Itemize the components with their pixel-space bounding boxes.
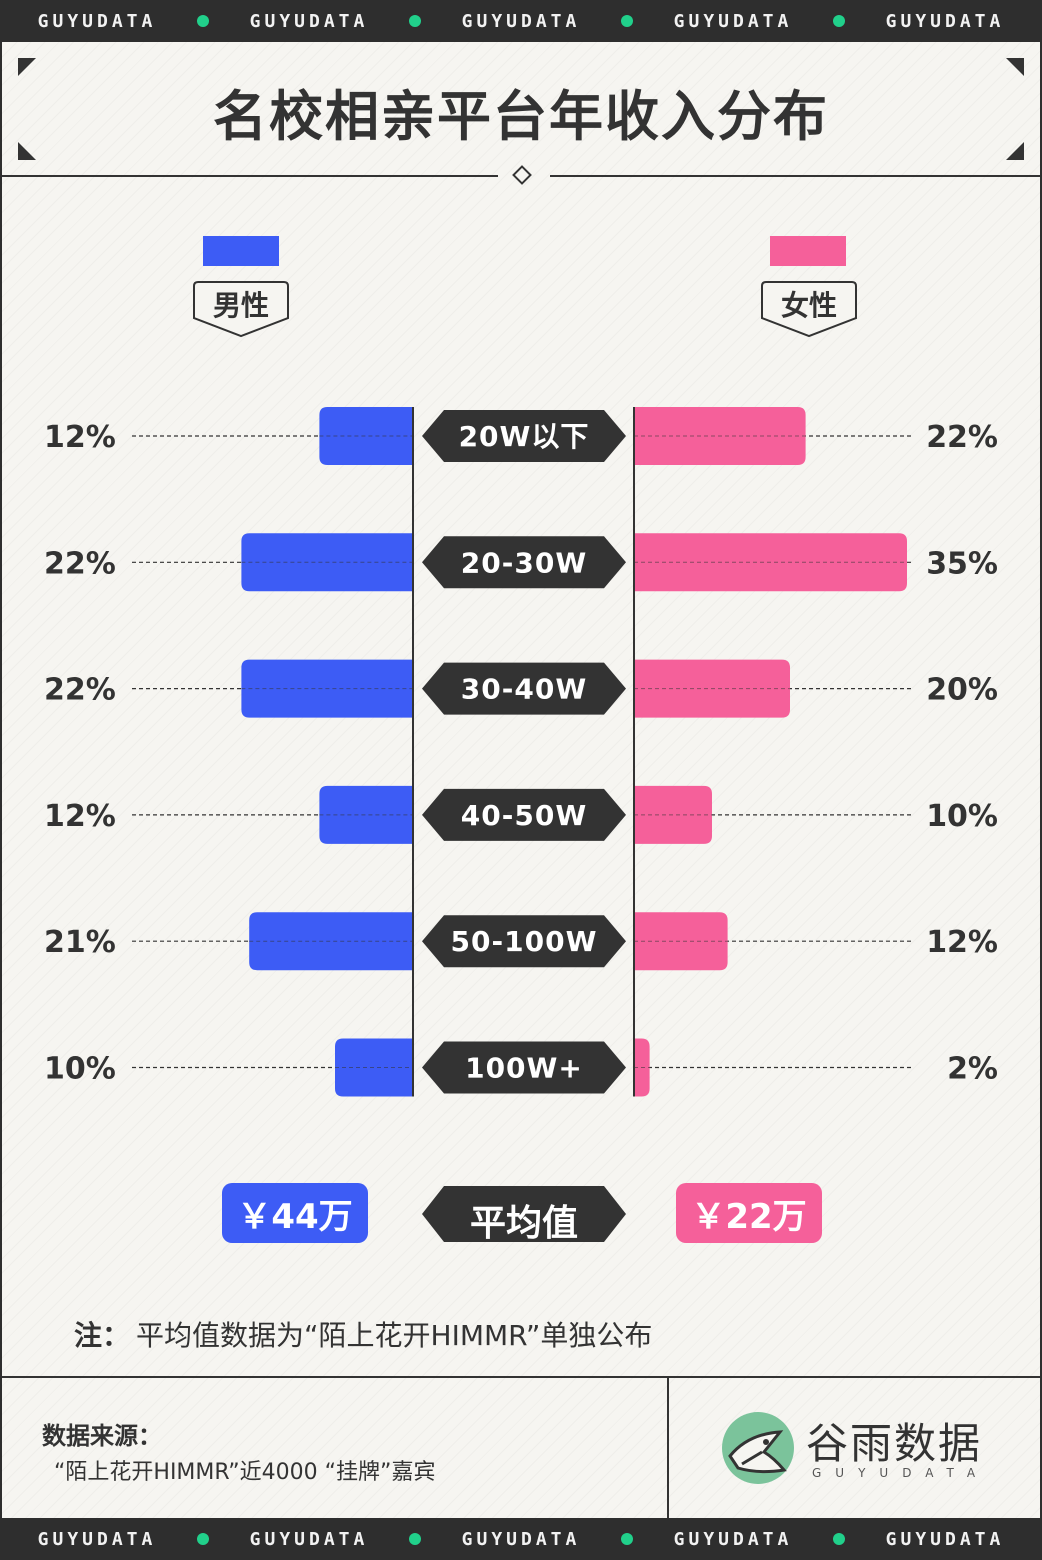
legend-female-label: 女性 (780, 289, 837, 322)
corner-mark (1006, 142, 1024, 160)
band-dot (833, 1533, 845, 1545)
logo-subtitle: GUYUDATA (812, 1466, 990, 1480)
average-label-tag: 平均值 (422, 1186, 626, 1244)
male-bar (319, 407, 413, 465)
male-percent-label: 22% (44, 546, 116, 581)
band-word: GUYUDATA (673, 1528, 793, 1550)
legend-female-swatch (770, 236, 846, 266)
butterfly-bar-chart: 20W以下 12% 22% 20-30W 22% 35% 30-40W 22% 20% 40-50… (44, 407, 998, 1097)
footnote-prefix: 注： (74, 1319, 131, 1352)
legend-male-swatch (203, 236, 279, 266)
band-word: GUYUDATA (461, 1528, 581, 1550)
category-label: 30-40W (461, 673, 587, 706)
female-percent-label: 22% (926, 420, 998, 455)
male-percent-label: 10% (44, 1052, 116, 1087)
legend-female-tag: 女性 (760, 278, 858, 338)
male-bar (319, 785, 413, 844)
band-dot (621, 1533, 633, 1545)
footnote: 注： 平均值数据为“陌上花开HIMMR”单独公布 (74, 1314, 652, 1354)
page-title: 名校相亲平台年收入分布 (213, 85, 829, 148)
corner-mark (1006, 58, 1024, 76)
footer-divider (2, 1376, 1040, 1378)
category-label-tag (422, 410, 626, 462)
band-word: GUYUDATA (885, 10, 1005, 32)
category-label-tag (422, 536, 626, 589)
male-percent-label: 12% (44, 799, 116, 834)
band-dot (197, 15, 209, 27)
female-percent-label: 10% (926, 799, 998, 834)
guyu-logo-icon (722, 1412, 794, 1484)
corner-mark (18, 142, 36, 160)
male-percent-label: 12% (44, 420, 116, 455)
band-word: GUYUDATA (249, 10, 369, 32)
bottom-brand-band: GUYUDATA GUYUDATA GUYUDATA GUYUDATA GUYU… (0, 1518, 1042, 1560)
band-word: GUYUDATA (37, 1528, 157, 1550)
male-percent-label: 22% (44, 673, 116, 708)
band-dot (833, 15, 845, 27)
band-dot (409, 1533, 421, 1545)
average-label: 平均值 (469, 1203, 578, 1244)
female-percent-label: 12% (926, 925, 998, 960)
male-bar (249, 912, 413, 971)
band-word: GUYUDATA (37, 10, 157, 32)
title-divider (2, 175, 498, 177)
category-label-tag (422, 915, 626, 968)
male-average-value: ￥44万 (222, 1183, 368, 1243)
band-word: GUYUDATA (249, 1528, 369, 1550)
legend-male-label: 男性 (212, 289, 269, 322)
band-word: GUYUDATA (885, 1528, 1005, 1550)
category-label: 50-100W (451, 925, 598, 958)
category-label-tag (422, 662, 626, 715)
source-text: “陌上花开HIMMR”近4000 “挂牌”嘉宾 (54, 1460, 436, 1485)
band-dot (409, 15, 421, 27)
male-percent-label: 21% (44, 925, 116, 960)
female-average-value: ￥22万 (676, 1183, 822, 1243)
category-label: 20-30W (461, 546, 587, 579)
female-bar (634, 912, 728, 971)
chart-card: 名校相亲平台年收入分布 男性 女性 20W以下 12% 22% 20-30W 22% 35… (2, 42, 1040, 1518)
category-label-tag (422, 788, 626, 841)
footnote-text: 平均值数据为“陌上花开HIMMR”单独公布 (136, 1319, 653, 1352)
female-percent-label: 20% (926, 673, 998, 708)
category-label: 100W+ (465, 1052, 583, 1085)
logo-name: 谷雨数据 (806, 1419, 983, 1468)
top-brand-band: GUYUDATA GUYUDATA GUYUDATA GUYUDATA GUYU… (0, 0, 1042, 42)
category-label-tag (422, 1041, 626, 1094)
band-dot (621, 15, 633, 27)
band-dot (197, 1533, 209, 1545)
band-word: GUYUDATA (673, 10, 793, 32)
category-label: 20W以下 (459, 420, 590, 453)
footer-divider (667, 1376, 669, 1518)
band-word: GUYUDATA (461, 10, 581, 32)
female-percent-label: 35% (926, 546, 998, 581)
female-percent-label: 2% (947, 1052, 998, 1087)
source-title: 数据来源： (42, 1422, 162, 1450)
category-label: 40-50W (461, 799, 587, 832)
corner-mark (18, 58, 36, 76)
legend-male-tag: 男性 (192, 278, 290, 338)
title-divider (550, 175, 1040, 177)
